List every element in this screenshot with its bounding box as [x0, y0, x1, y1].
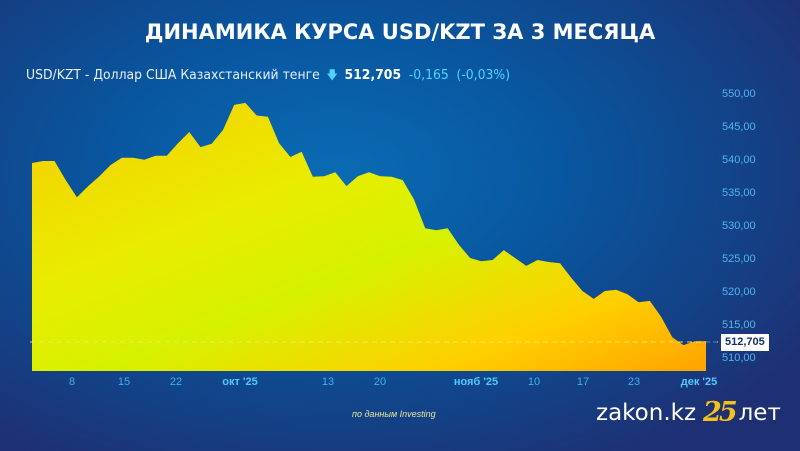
current-price: 512,705 [344, 67, 402, 83]
x-tick-label: 17 [576, 376, 590, 388]
logo-brand: zakon.kz [596, 399, 697, 426]
data-source-note: по данным Investing [352, 409, 436, 419]
x-tick-label: 15 [117, 376, 131, 388]
x-tick-label: окт '25 [222, 376, 258, 388]
y-tick-label: 520,00 [722, 286, 756, 298]
x-tick-label: 23 [627, 376, 641, 388]
x-tick-label: 10 [527, 376, 541, 388]
x-tick-label: 13 [321, 376, 335, 388]
x-tick-label: дек '25 [680, 376, 718, 388]
price-change: -0,165 [408, 67, 449, 83]
x-tick-label: 22 [169, 376, 183, 388]
y-tick-label: 535,00 [722, 187, 756, 199]
arrow-down-icon: 🡇 [326, 68, 338, 82]
y-tick-label: 530,00 [722, 220, 756, 232]
y-tick-label: 540,00 [722, 154, 756, 166]
x-tick-label: 8 [68, 376, 76, 388]
y-tick-label: 515,00 [722, 319, 756, 331]
zakon-logo[interactable]: zakon.kz 25 лет [596, 397, 781, 428]
price-summary: USD/KZT - Доллар США Казахстанский тенге… [26, 66, 510, 87]
logo-25-emblem: 25 [703, 397, 738, 428]
y-tick-label: 545,00 [722, 121, 756, 133]
y-tick-label: 525,00 [722, 253, 756, 265]
currency-pair-name: USD/KZT - Доллар США Казахстанский тенге [26, 67, 320, 83]
logo-suffix: лет [738, 399, 781, 426]
area-series [32, 102, 706, 372]
x-tick-label: 20 [373, 376, 387, 388]
current-price-label: 512,705 [721, 334, 769, 351]
price-change-percent: (-0,03%) [456, 67, 511, 83]
y-tick-label: 510,00 [722, 352, 756, 364]
x-tick-label: нояб '25 [453, 376, 499, 388]
chart-title: ДИНАМИКА КУРСА USD/KZT ЗА 3 МЕСЯЦА [144, 20, 656, 44]
y-tick-label: 550,00 [722, 88, 756, 100]
